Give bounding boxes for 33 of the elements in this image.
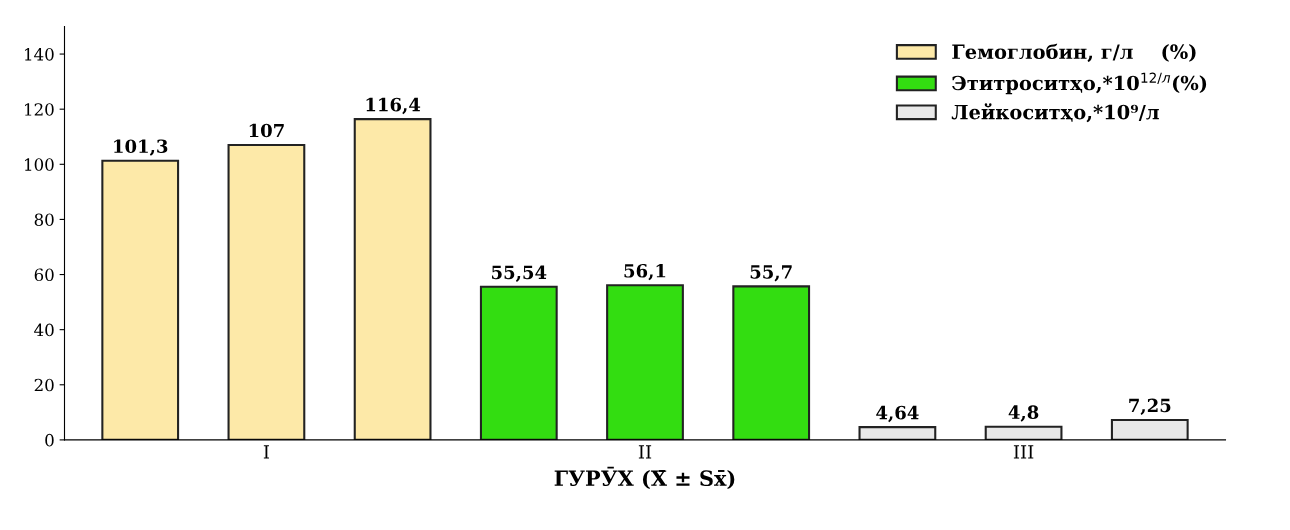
data-label: 116,4 [366, 97, 421, 115]
y-tick-label: 0 [45, 433, 54, 447]
x-axis-title: ГУРӮХ (X̄ ± Sx̄) [554, 466, 735, 490]
y-tick-label: 40 [34, 323, 54, 337]
y-tick-label: 60 [34, 268, 54, 282]
data-label: 101,3 [114, 139, 168, 156]
legend-label: Гемоглобин, г/л (%) [952, 43, 1196, 62]
y-tick-label: 20 [34, 378, 54, 392]
y-tick-label: 120 [25, 103, 54, 116]
bar [101, 159, 180, 440]
bar [227, 143, 306, 440]
bar [1110, 418, 1189, 440]
data-label: 55,7 [750, 265, 792, 282]
legend-label: Этитроситҳо,*10$^{12/л}$(%) [952, 72, 1207, 95]
data-label: 107 [249, 123, 284, 138]
data-label: 7,25 [1129, 398, 1171, 415]
bar [732, 285, 811, 440]
x-tick-label: III [1013, 445, 1034, 459]
y-tick-label: 80 [34, 213, 54, 226]
bar [984, 425, 1063, 440]
y-tick-label: 140 [25, 48, 54, 61]
x-tick-label: I [263, 445, 269, 459]
y-tick-label: 100 [25, 158, 54, 171]
data-label: 56,1 [624, 263, 666, 281]
data-label: 4,64 [876, 405, 919, 423]
bar [858, 426, 937, 440]
data-label: 4,8 [1008, 405, 1039, 422]
x-tick-label: II [638, 445, 652, 459]
bar [479, 285, 558, 440]
bar [353, 118, 432, 440]
legend-label: Лейкоситҳо,*10⁹/л [951, 103, 1159, 123]
bar [606, 284, 684, 440]
data-label: 55,54 [492, 265, 547, 282]
